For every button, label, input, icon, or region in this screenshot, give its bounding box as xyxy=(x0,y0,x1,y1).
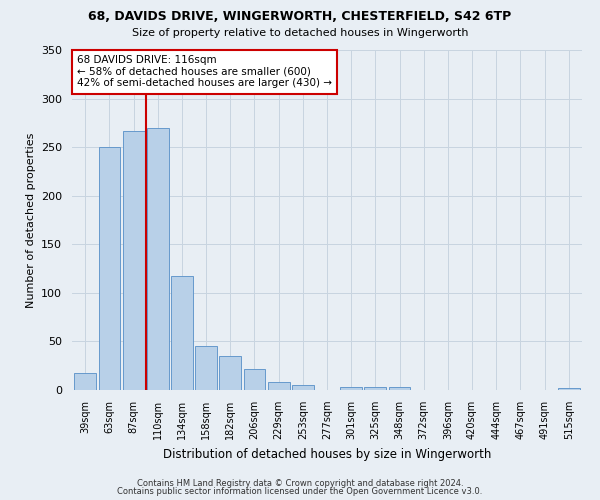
Text: Contains public sector information licensed under the Open Government Licence v3: Contains public sector information licen… xyxy=(118,487,482,496)
Text: Contains HM Land Registry data © Crown copyright and database right 2024.: Contains HM Land Registry data © Crown c… xyxy=(137,478,463,488)
Bar xyxy=(98,147,121,390)
Text: 68 DAVIDS DRIVE: 116sqm
← 58% of detached houses are smaller (600)
42% of semi-d: 68 DAVIDS DRIVE: 116sqm ← 58% of detache… xyxy=(77,55,332,88)
Text: Size of property relative to detached houses in Wingerworth: Size of property relative to detached ho… xyxy=(132,28,468,38)
Bar xyxy=(220,356,241,390)
Bar xyxy=(171,276,193,390)
Bar xyxy=(558,388,580,390)
Bar xyxy=(292,385,314,390)
Bar xyxy=(147,128,169,390)
X-axis label: Distribution of detached houses by size in Wingerworth: Distribution of detached houses by size … xyxy=(163,448,491,460)
Bar xyxy=(123,130,145,390)
Bar xyxy=(268,382,290,390)
Bar xyxy=(389,387,410,390)
Bar xyxy=(74,374,96,390)
Bar xyxy=(364,387,386,390)
Y-axis label: Number of detached properties: Number of detached properties xyxy=(26,132,35,308)
Text: 68, DAVIDS DRIVE, WINGERWORTH, CHESTERFIELD, S42 6TP: 68, DAVIDS DRIVE, WINGERWORTH, CHESTERFI… xyxy=(88,10,512,23)
Bar xyxy=(244,368,265,390)
Bar xyxy=(340,387,362,390)
Bar xyxy=(195,346,217,390)
